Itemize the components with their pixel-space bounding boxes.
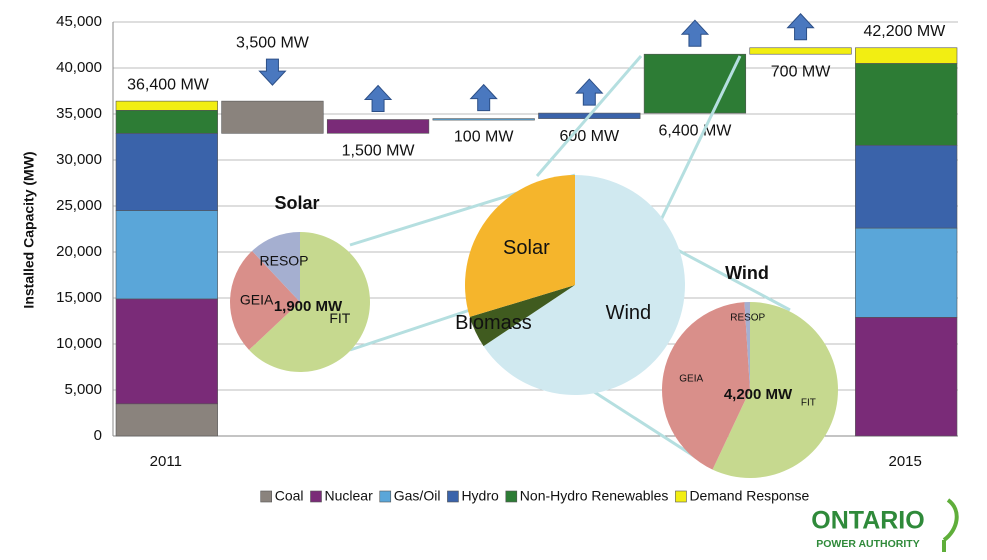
y-tick-label: 30,000 — [56, 151, 102, 168]
pie-slice — [744, 302, 750, 390]
slice-label: Wind — [606, 302, 652, 324]
y-tick-label: 10,000 — [56, 335, 102, 352]
y-tick-label: 25,000 — [56, 197, 102, 214]
legend-swatch — [260, 490, 273, 503]
legend-swatch — [447, 490, 459, 503]
pie-title: Wind — [725, 263, 769, 283]
value-label: 600 MW — [560, 128, 620, 145]
pie-slice — [229, 250, 300, 350]
logo: ONTARIO POWER AUTHORITY — [811, 498, 959, 552]
slice-label: Biomass — [455, 312, 532, 334]
legend-swatch — [675, 490, 687, 503]
stacked-bar — [115, 403, 218, 437]
pie-center-label: 1,900 MW — [274, 298, 343, 315]
slice-label: GEIA — [240, 291, 274, 307]
slice-label: RESOP — [260, 252, 309, 268]
legend-label: Demand Response — [689, 488, 809, 504]
stacked-bar — [115, 110, 218, 134]
pie-slice — [252, 232, 300, 302]
stacked-bar — [115, 100, 218, 111]
legend-label: Coal — [275, 488, 304, 504]
waterfall-bar — [749, 47, 852, 55]
total-label: 42,200 MW — [863, 23, 946, 40]
legend-swatch — [505, 490, 518, 503]
pie-slice — [465, 175, 575, 317]
slice-label: Solar — [503, 237, 550, 259]
total-label: 36,400 MW — [127, 76, 210, 93]
pie-slice — [662, 302, 750, 470]
x-tick-label: 2011 — [150, 453, 182, 470]
stacked-bar — [855, 144, 958, 229]
y-tick-label: 20,000 — [56, 243, 102, 260]
x-tick-label: 2015 — [889, 453, 922, 470]
legend: Coal Nuclear Gas/Oil Hydro Non-Hydro Renewab… — [260, 488, 809, 504]
zoom-line — [535, 55, 643, 177]
pie-slice — [483, 175, 685, 395]
logo-name: ONTARIO — [811, 507, 924, 535]
direction-arrow — [680, 19, 710, 47]
y-tick-label: 40,000 — [56, 59, 102, 76]
stacked-bar — [855, 63, 958, 146]
y-tick-label: 15,000 — [56, 289, 102, 306]
zoom-line — [658, 55, 742, 223]
pie-slice — [469, 285, 575, 347]
value-label: 1,500 MW — [342, 143, 416, 160]
slice-label: GEIA — [679, 373, 703, 384]
waterfall-bar — [221, 100, 324, 134]
value-label: 700 MW — [771, 63, 831, 80]
value-label: 6,400 MW — [658, 122, 732, 139]
legend-label: Gas/Oil — [394, 488, 441, 504]
stacked-bar — [115, 298, 218, 405]
pie-slice — [248, 232, 370, 372]
direction-arrow — [786, 13, 815, 41]
slice-label: RESOP — [730, 313, 765, 324]
value-label: 100 MW — [454, 129, 514, 146]
y-tick-label: 45,000 — [56, 13, 102, 30]
y-axis-title: Installed Capacity (MW) — [21, 151, 37, 308]
pie-center-label: 4,200 MW — [724, 386, 793, 403]
legend-swatch — [310, 490, 322, 503]
direction-arrow — [258, 58, 287, 86]
direction-arrow — [363, 84, 393, 113]
pies: FIT GEIA RESOP Solar 1,900 MW Wind Biomass Sola… — [229, 175, 838, 478]
stacked-bar — [855, 317, 958, 437]
waterfall-bar — [432, 118, 535, 121]
legend-swatch — [379, 490, 392, 503]
logo-subtitle: POWER AUTHORITY — [816, 538, 919, 550]
y-tick-label: 35,000 — [56, 105, 102, 122]
direction-arrow — [575, 78, 604, 106]
waterfall-bar — [643, 53, 747, 114]
slice-label: FIT — [329, 310, 350, 326]
y-tick-label: 0 — [94, 427, 102, 444]
pie-title: Solar — [274, 193, 319, 213]
stacked-bar — [115, 133, 218, 211]
value-label: 3,500 MW — [236, 34, 310, 51]
legend-label: Non-Hydro Renewables — [520, 488, 669, 504]
stacked-bar — [855, 227, 958, 318]
legend-label: Nuclear — [325, 488, 374, 504]
waterfall-bar — [326, 119, 430, 134]
legend-label: Hydro — [461, 488, 499, 504]
logo-leaf — [942, 498, 959, 552]
stacked-bar — [115, 210, 218, 300]
y-tick-label: 5,000 — [64, 381, 102, 398]
bars: 36,400 MW 42,200 MW 3,500 MW 1,500 MW 100 MW… — [115, 13, 958, 437]
slice-label: FIT — [801, 398, 816, 409]
direction-arrow — [469, 83, 498, 112]
pie-slice — [712, 302, 838, 478]
stacked-bar — [855, 47, 958, 64]
